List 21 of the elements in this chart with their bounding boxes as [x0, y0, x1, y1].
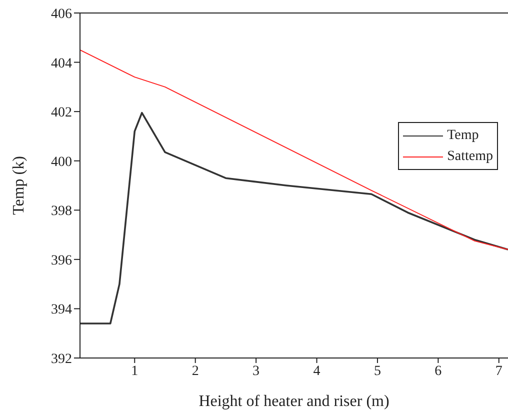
line-series [80, 112, 508, 324]
y-tick-label: 398 [51, 204, 72, 220]
line-series [80, 49, 508, 250]
y-tick-label: 400 [51, 154, 72, 170]
x-tick-label: 3 [252, 364, 260, 379]
x-tick-label: 7 [495, 364, 502, 379]
x-tick-label: 6 [434, 364, 442, 379]
legend-label: Temp [447, 127, 479, 145]
y-tick-label: 392 [51, 352, 72, 367]
y-tick-label: 394 [51, 302, 72, 318]
x-tick-label: 5 [374, 364, 381, 379]
x-tick-label: 2 [192, 364, 199, 379]
y-tick-label: 404 [51, 56, 72, 72]
y-tick-label: 402 [51, 106, 72, 121]
x-tick-label: 1 [131, 364, 138, 379]
y-axis-title: Temp (k) [10, 156, 28, 215]
legend-label: Sattemp [447, 148, 493, 166]
x-tick-label: 4 [313, 364, 320, 379]
y-tick-label: 406 [51, 6, 72, 22]
y-tick-label: 396 [51, 253, 72, 268]
x-axis-title: Height of heater and riser (m) [198, 393, 390, 410]
